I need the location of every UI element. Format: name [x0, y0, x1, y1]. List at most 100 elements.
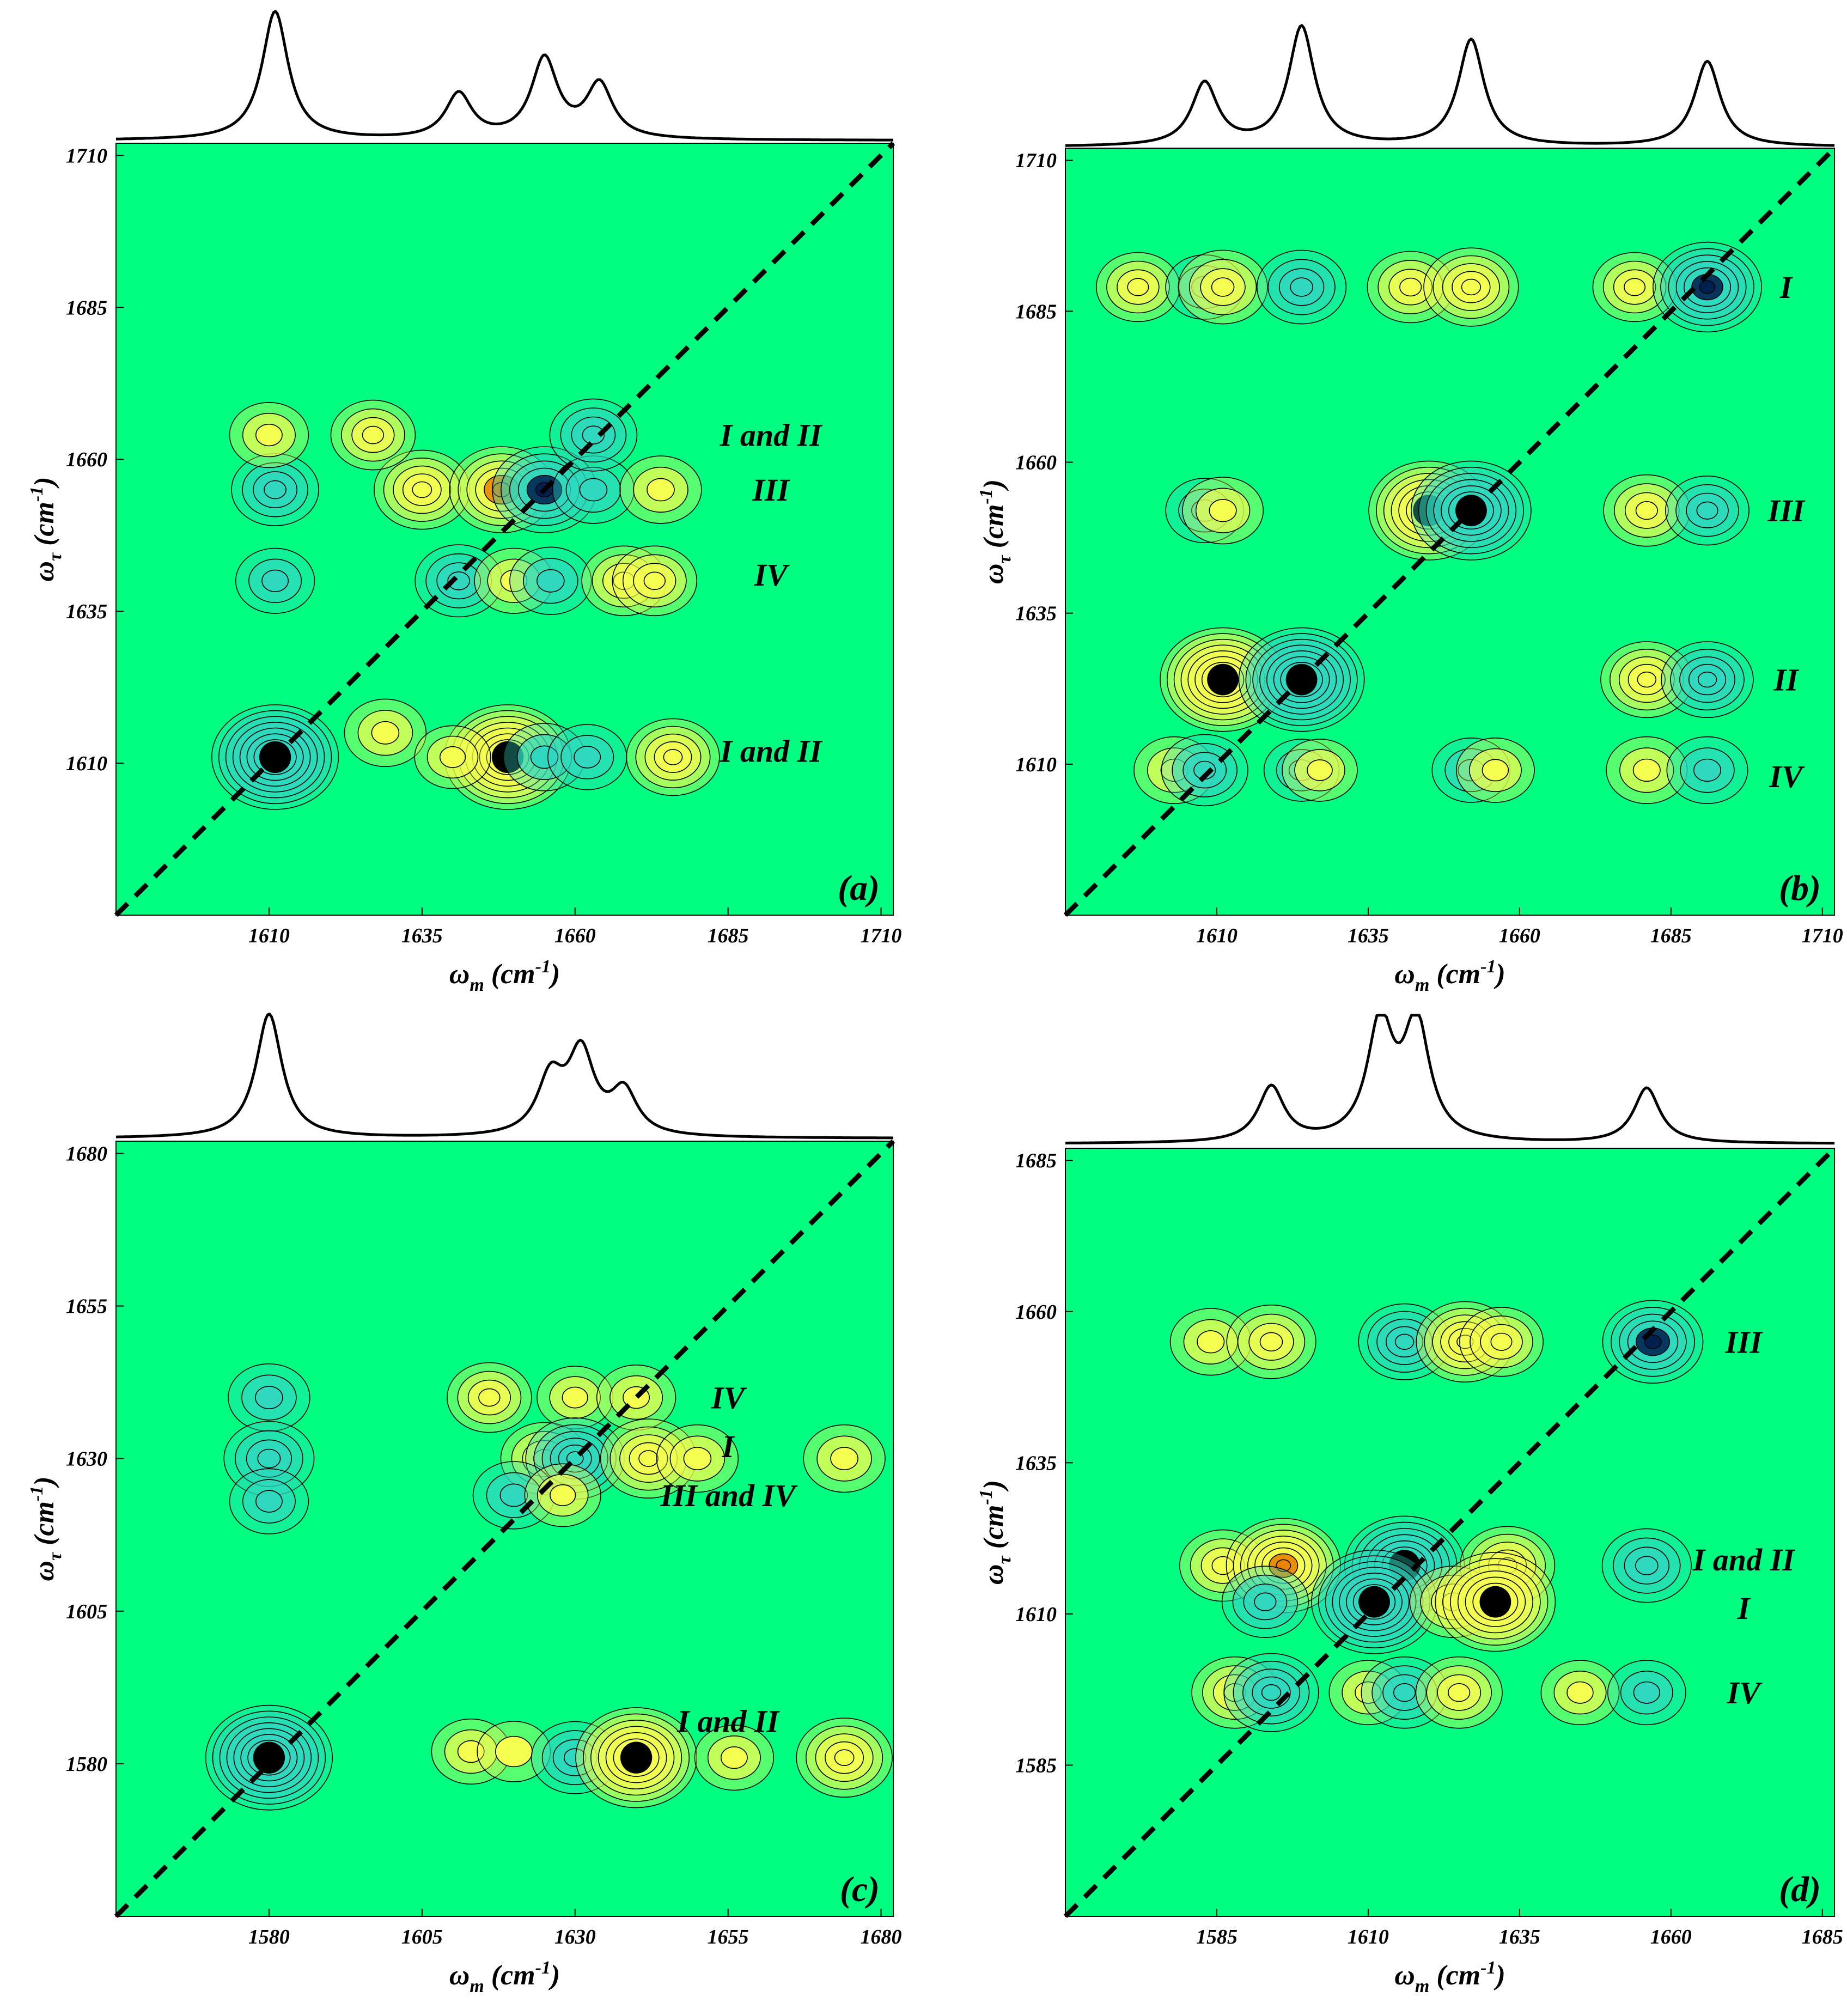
x-axis-label: ωm (cm-1) — [449, 1958, 560, 1996]
contour-peaks — [1095, 241, 1763, 807]
annotation-label: IV — [711, 1380, 747, 1416]
contour-ring — [1261, 1684, 1282, 1701]
contour-peak — [1161, 734, 1248, 807]
y-tick-label: 1685 — [1015, 1149, 1057, 1172]
annotation-label: I and II — [1692, 1542, 1796, 1578]
x-tick-label: 1610 — [1348, 1926, 1389, 1948]
axis-subscript: m — [1415, 975, 1429, 995]
contour-ring — [643, 571, 666, 590]
axis-subscript: m — [1415, 1976, 1429, 1996]
contour-ring — [257, 1448, 281, 1469]
x-tick-label: 1655 — [708, 1926, 749, 1948]
contour-ring — [1699, 280, 1716, 294]
x-tick-label: 1635 — [1348, 924, 1389, 947]
contour-peak — [1182, 477, 1264, 545]
x-tick-label: 1660 — [1650, 1926, 1692, 1948]
axis-superscript: -1 — [1480, 957, 1496, 977]
contour-ring — [1197, 1330, 1225, 1354]
contour-peak — [1661, 641, 1754, 718]
contour-peak — [231, 453, 319, 526]
annotation-label: I — [1737, 1591, 1751, 1626]
contour-peak — [552, 455, 635, 524]
x-tick-label: 1660 — [1499, 924, 1540, 947]
annotation-label: II — [1773, 662, 1800, 698]
contour-ring — [1127, 278, 1149, 296]
x-tick-label: 1635 — [1499, 1926, 1540, 1948]
contour-peak-core — [253, 1741, 285, 1774]
annotation-label: III and IV — [660, 1478, 798, 1513]
contour-ring — [1635, 1556, 1659, 1575]
contour-ring — [550, 1484, 576, 1506]
y-tick-label: 1610 — [1015, 1603, 1057, 1626]
contour-ring — [683, 1447, 712, 1471]
x-tick-label: 1610 — [1196, 924, 1238, 947]
x-tick-label: 1660 — [554, 924, 596, 947]
contour-peak — [1423, 247, 1519, 327]
contour-peaks — [205, 1362, 893, 1811]
x-axis-label: ωm (cm-1) — [449, 957, 560, 995]
contour-ring — [530, 745, 559, 769]
contour-ring — [439, 746, 466, 768]
contour-ring — [1209, 498, 1237, 522]
contour-peak — [656, 1424, 739, 1493]
contour-ring — [1644, 1334, 1662, 1349]
contour-ring — [638, 1450, 659, 1467]
projection-spectrum-line — [115, 10, 893, 142]
axis-unit-close: ) — [1494, 1960, 1505, 1991]
contour-ring — [1637, 671, 1657, 688]
axis-symbol: ω — [1394, 959, 1415, 990]
contour-peak — [1178, 249, 1268, 325]
contour-ring — [447, 571, 471, 590]
contour-peak — [1666, 736, 1748, 804]
y-tick-label: 1685 — [1015, 300, 1057, 323]
contour-peak — [612, 545, 698, 617]
contour-ring — [1696, 501, 1718, 520]
contour-peak-core — [491, 741, 524, 773]
axis-superscript: -1 — [1480, 1958, 1496, 1978]
contour-peak — [1282, 739, 1358, 802]
y-tick-label: 1655 — [66, 1295, 107, 1318]
annotation-label: I — [1779, 270, 1794, 305]
contour-peak — [374, 449, 471, 530]
contour-peak — [344, 698, 427, 768]
axis-unit-close: ) — [29, 1476, 60, 1488]
contour-ring — [362, 425, 385, 444]
annotation-label: III — [1724, 1324, 1763, 1360]
contour-peak — [1361, 1656, 1448, 1729]
contour-ring — [574, 746, 601, 769]
contour-ring — [264, 480, 287, 500]
y-tick-label: 1660 — [1015, 1301, 1057, 1324]
x-tick-label: 1685 — [708, 924, 749, 947]
y-tick-label: 1585 — [1015, 1754, 1057, 1777]
contour-peak — [477, 1721, 551, 1782]
contour-ring — [582, 425, 605, 444]
axis-unit: (cm — [484, 959, 535, 990]
axis-unit-close: ) — [29, 477, 60, 488]
contour-ring — [1254, 1592, 1277, 1611]
axis-subscript: τ — [45, 552, 65, 561]
y-axis-label: ωτ (cm-1) — [27, 477, 65, 581]
axis-unit-close: ) — [978, 1480, 1009, 1491]
y-tick-label: 1610 — [1015, 753, 1057, 776]
y-axis-label: ωτ (cm-1) — [976, 479, 1015, 584]
contour-peak-core — [620, 1741, 653, 1774]
x-axis-label: ωm (cm-1) — [1394, 957, 1505, 995]
contour-peak-core — [1358, 1586, 1390, 1618]
contour-ring — [1693, 758, 1722, 782]
diagonal-dashed-line — [114, 141, 895, 917]
annotation-label: IV — [754, 557, 790, 593]
contour-ring — [647, 478, 675, 502]
contour-peak — [1415, 1656, 1503, 1729]
contour-peak — [431, 1718, 511, 1785]
contour-peak — [1603, 474, 1691, 547]
axis-subscript: m — [470, 975, 484, 995]
contour-ring — [255, 1490, 283, 1513]
contour-peak — [1226, 1304, 1316, 1379]
axis-symbol: ω — [1394, 1960, 1415, 1991]
contour-peak — [1601, 1528, 1692, 1603]
contour-peak — [235, 547, 315, 614]
y-tick-label: 1635 — [66, 600, 107, 623]
plot-frame — [1065, 148, 1835, 916]
y-tick-label: 1635 — [1015, 602, 1057, 625]
panel-c: 1580 1605 1630 1655 1680 1580 1605 1630 1655 1680… — [27, 1012, 902, 1996]
